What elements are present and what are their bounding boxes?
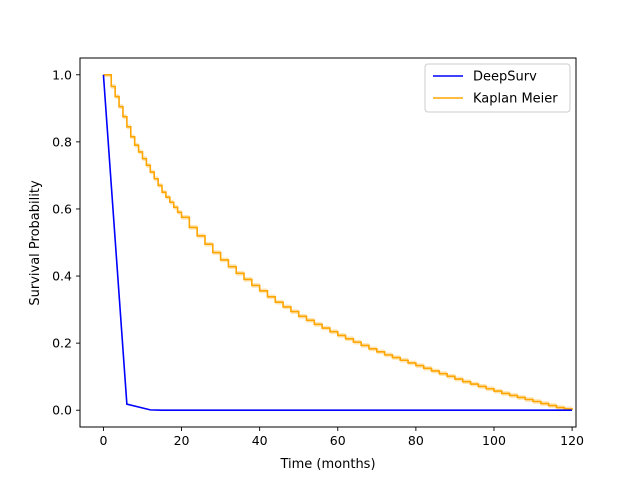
- axes-frame: [79, 57, 577, 428]
- x-tick-label: 80: [408, 433, 424, 448]
- y-axis-ticks: 0.0 0.2 0.4 0.6 0.8 1.0: [52, 67, 80, 418]
- kaplan-meier-series-line: [103, 73, 573, 410]
- plot-area: [102, 73, 573, 412]
- y-tick-label: 0.8: [52, 134, 72, 149]
- x-tick-label: 60: [330, 433, 346, 448]
- x-tick-label: 0: [99, 433, 107, 448]
- x-axis-ticks: 0 20 40 60 80 100 120: [99, 427, 584, 448]
- y-axis-label: Survival Probability: [28, 180, 43, 306]
- x-tick-label: 120: [560, 433, 584, 448]
- x-tick-label: 100: [482, 433, 506, 448]
- legend-label-deepsurv: DeepSurv: [473, 70, 537, 85]
- legend-label-kaplan-meier: Kaplan Meier: [473, 92, 558, 107]
- x-tick-label: 40: [252, 433, 268, 448]
- y-tick-label: 0.2: [52, 336, 72, 351]
- x-tick-label: 20: [174, 433, 190, 448]
- y-tick-label: 0.0: [52, 403, 72, 418]
- x-axis-label: Time (months): [279, 457, 375, 472]
- y-tick-label: 0.4: [52, 269, 72, 284]
- y-tick-label: 0.6: [52, 201, 72, 216]
- deepsurv-series-line: [102, 74, 573, 412]
- y-tick-label: 1.0: [52, 67, 72, 82]
- legend: DeepSurv Kaplan Meier: [424, 63, 571, 113]
